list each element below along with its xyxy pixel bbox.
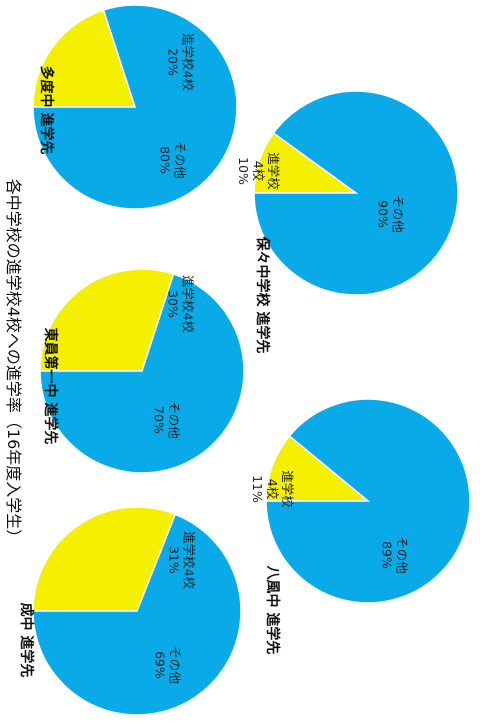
pie-slice-highlight xyxy=(39,268,175,372)
slice-label-other: その他80% xyxy=(158,141,188,179)
slice-label-other: その他89% xyxy=(380,536,410,574)
pie-slice-other xyxy=(253,90,459,296)
slice-label-other-line: 69% xyxy=(153,651,168,679)
pie-title: 東員第一中 進学先 xyxy=(42,328,59,445)
slice-label-other-line: 89% xyxy=(380,541,395,569)
slice-label-highlight-line: 4校 xyxy=(251,161,266,182)
pie-title-line: 成中 進学先 xyxy=(18,603,35,678)
slice-label-highlight-line: 30% xyxy=(166,290,181,318)
slice-label-other-line: 90% xyxy=(376,200,391,228)
pie-title: 八風中 進学先 xyxy=(264,565,281,655)
slice-label-highlight-line: 進学校4校 xyxy=(181,275,196,333)
slice-label-other-line: その他 xyxy=(391,195,406,233)
pie-chart-1: 進学校4校20% その他80% 多度中 進学先 xyxy=(32,4,238,210)
pie-slice-highlight xyxy=(265,434,371,502)
pie-slice-other xyxy=(32,513,242,716)
pie-slice-other xyxy=(39,273,245,474)
slice-label-other-line: その他 xyxy=(168,646,183,684)
pie-chart-4: 進学校4校10% その他90% 保々中学校 進学先 xyxy=(236,90,459,354)
pie-title-line: 多度中 進学先 xyxy=(38,66,55,155)
pie-slice-highlight xyxy=(32,9,137,108)
pie-title: 成中 進学先 xyxy=(18,603,35,678)
slice-label-other-line: その他 xyxy=(395,536,410,574)
slice-label-highlight-line: 進学校 xyxy=(280,470,295,508)
slice-label-other-line: 70% xyxy=(152,406,167,434)
slice-label-highlight: 進学校4校11% xyxy=(250,470,295,508)
slice-label-other: その他70% xyxy=(152,401,182,439)
chart-title: 各中学校の進学校4校への進学率（16年度入学生） xyxy=(4,179,23,546)
pie-chart-3: 進学校4校31% その他69% 成中 進学先 xyxy=(18,506,242,716)
pie-slice-other xyxy=(32,4,238,210)
slice-label-other: その他69% xyxy=(153,646,183,684)
pie-slice-other xyxy=(265,398,471,604)
pie-chart-5: 進学校4校11% その他89% 八風中 進学先 xyxy=(250,398,471,655)
slice-label-highlight-line: 31% xyxy=(167,546,182,574)
slice-label-other: その他90% xyxy=(376,195,406,233)
slice-label-highlight: 進学校4校10% xyxy=(236,152,281,190)
slice-label-highlight-line: 10% xyxy=(236,157,251,185)
pie-title-line: 八風中 進学先 xyxy=(264,565,281,655)
slice-label-other-line: その他 xyxy=(167,401,182,439)
pie-title: 多度中 進学先 xyxy=(38,66,55,155)
pie-title-line: 東員第一中 進学先 xyxy=(42,328,59,445)
slice-label-highlight: 進学校4校30% xyxy=(166,275,196,333)
slice-label-other-line: 80% xyxy=(158,146,173,174)
slice-label-highlight: 進学校4校20% xyxy=(166,33,196,91)
slice-label-highlight-line: 4校 xyxy=(265,479,280,500)
slice-label-highlight-line: 20% xyxy=(166,48,181,76)
pie-slice-highlight xyxy=(32,506,177,612)
pie-chart-2: 進学校4校30% その他70% 東員第一中 進学先 xyxy=(39,268,245,474)
slice-label-highlight-line: 進学校4校 xyxy=(182,531,197,589)
slice-label-highlight-line: 11% xyxy=(250,475,265,503)
slice-label-other-line: その他 xyxy=(173,141,188,179)
pie-title: 保々中学校 進学先 xyxy=(254,236,271,354)
slice-label-highlight-line: 進学校 xyxy=(266,152,281,190)
pie-title-line: 保々中学校 進学先 xyxy=(254,236,271,354)
slice-label-highlight-line: 進学校4校 xyxy=(181,33,196,91)
slice-label-highlight: 進学校4校31% xyxy=(167,531,197,589)
